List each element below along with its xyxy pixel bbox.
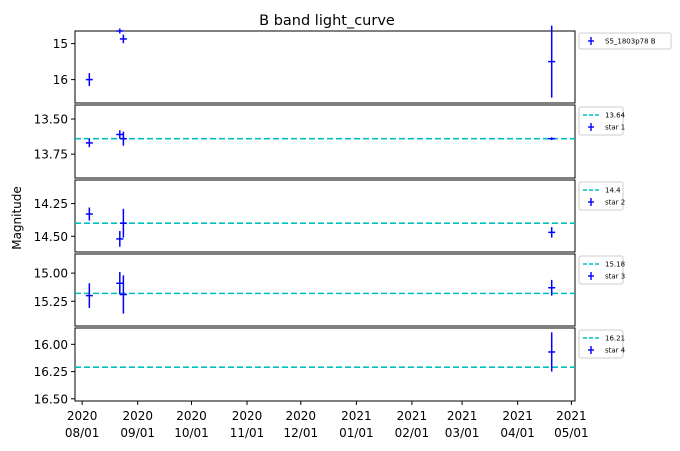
y-tick-label: 16.50: [34, 392, 68, 406]
data-point: [116, 130, 124, 139]
legend: 13.64 star 1: [578, 106, 626, 136]
legend-frame: [578, 255, 624, 285]
data-point: [85, 138, 93, 148]
legend-frame: [578, 106, 624, 136]
x-tick-label-date: 09/01: [120, 426, 155, 440]
y-axis-label: Magnitude: [10, 186, 24, 250]
panel-frame: [74, 327, 576, 402]
data-point: [548, 137, 556, 141]
y-tick-label: 13.50: [34, 113, 68, 127]
legend-frame: [578, 32, 672, 50]
x-tick-label-date: 08/01: [65, 426, 100, 440]
panel-frame: [74, 30, 576, 104]
y-tick-label: 15.00: [34, 267, 68, 281]
data-point: [116, 231, 124, 247]
x-tick-label-year: 2021: [397, 409, 428, 423]
legend-label: 14.4: [605, 187, 621, 195]
x-tick-label-year: 2021: [341, 409, 372, 423]
x-tick-label-date: 02/01: [395, 426, 430, 440]
y-tick-label: 15: [53, 37, 68, 51]
data-point: [85, 207, 93, 221]
x-tick-label-year: 2020: [67, 409, 98, 423]
x-tick-label-date: 11/01: [230, 426, 265, 440]
legend-label: S5_1803p78 B: [605, 38, 656, 46]
data-point: [548, 227, 556, 238]
panel-frame: [74, 253, 576, 327]
y-tick-label: 13.75: [34, 148, 68, 162]
legend-frame: [578, 329, 624, 359]
x-tick-label-year: 2020: [122, 409, 153, 423]
legend: 15.18 star 3: [578, 255, 625, 285]
x-tick-label-year: 2020: [286, 409, 317, 423]
panel-frame: [74, 104, 576, 179]
legend-label: star 4: [605, 347, 626, 355]
data-point: [548, 25, 556, 98]
legend-label: star 2: [605, 199, 625, 207]
legend-label: 13.64: [605, 112, 626, 120]
x-tick-label-date: 05/01: [554, 426, 589, 440]
x-tick-label-year: 2021: [502, 409, 533, 423]
x-axis: 2020 08/01 2020 09/01 2020 10/01 2020 11/01 2020…: [65, 401, 589, 440]
panel-frame: [74, 179, 576, 253]
panel-5: 16.00 16.25 16.50 16.21 star 4: [34, 327, 626, 406]
legend-label: star 1: [605, 124, 625, 132]
panels: 15 16 S5_1803p78 B 13.50 13.75 13.64 star 1 14.…: [34, 25, 672, 406]
legend-frame: [578, 181, 624, 211]
x-tick-label-date: 10/01: [174, 426, 209, 440]
x-tick-label-date: 03/01: [445, 426, 480, 440]
y-tick-label: 16.00: [34, 338, 68, 352]
data-point: [85, 73, 93, 87]
x-tick-label-date: 01/01: [339, 426, 374, 440]
panel-2: 13.50 13.75 13.64 star 1: [34, 104, 626, 179]
data-point: [116, 272, 124, 295]
legend-label: 15.18: [605, 261, 625, 269]
x-tick-label-date: 12/01: [284, 426, 319, 440]
x-tick-label-year: 2021: [556, 409, 587, 423]
data-point: [85, 283, 93, 308]
x-tick-label-year: 2020: [176, 409, 207, 423]
y-tick-label: 14.50: [34, 230, 68, 244]
legend: S5_1803p78 B: [578, 32, 672, 50]
y-tick-label: 15.25: [34, 295, 68, 309]
chart-title: B band light_curve: [259, 13, 395, 29]
legend: 14.4 star 2: [578, 181, 625, 211]
panel-3: 14.25 14.50 14.4 star 2: [34, 179, 625, 253]
legend-label: star 3: [605, 273, 625, 281]
legend-label: 16.21: [605, 335, 625, 343]
data-point: [116, 28, 124, 34]
panel-1: 15 16 S5_1803p78 B: [53, 25, 672, 104]
data-point: [548, 332, 556, 372]
legend: 16.21 star 4: [578, 329, 626, 359]
y-tick-label: 16.25: [34, 365, 68, 379]
data-point: [548, 279, 556, 296]
data-point: [119, 34, 127, 44]
x-tick-label-year: 2020: [232, 409, 263, 423]
panel-4: 15.00 15.25 15.18 star 3: [34, 253, 625, 327]
y-tick-label: 14.25: [34, 197, 68, 211]
x-tick-label-year: 2021: [447, 409, 478, 423]
data-point: [119, 131, 127, 146]
y-tick-label: 16: [53, 73, 68, 87]
data-point: [119, 208, 127, 238]
data-point: [119, 275, 127, 314]
x-tick-label-date: 04/01: [500, 426, 535, 440]
